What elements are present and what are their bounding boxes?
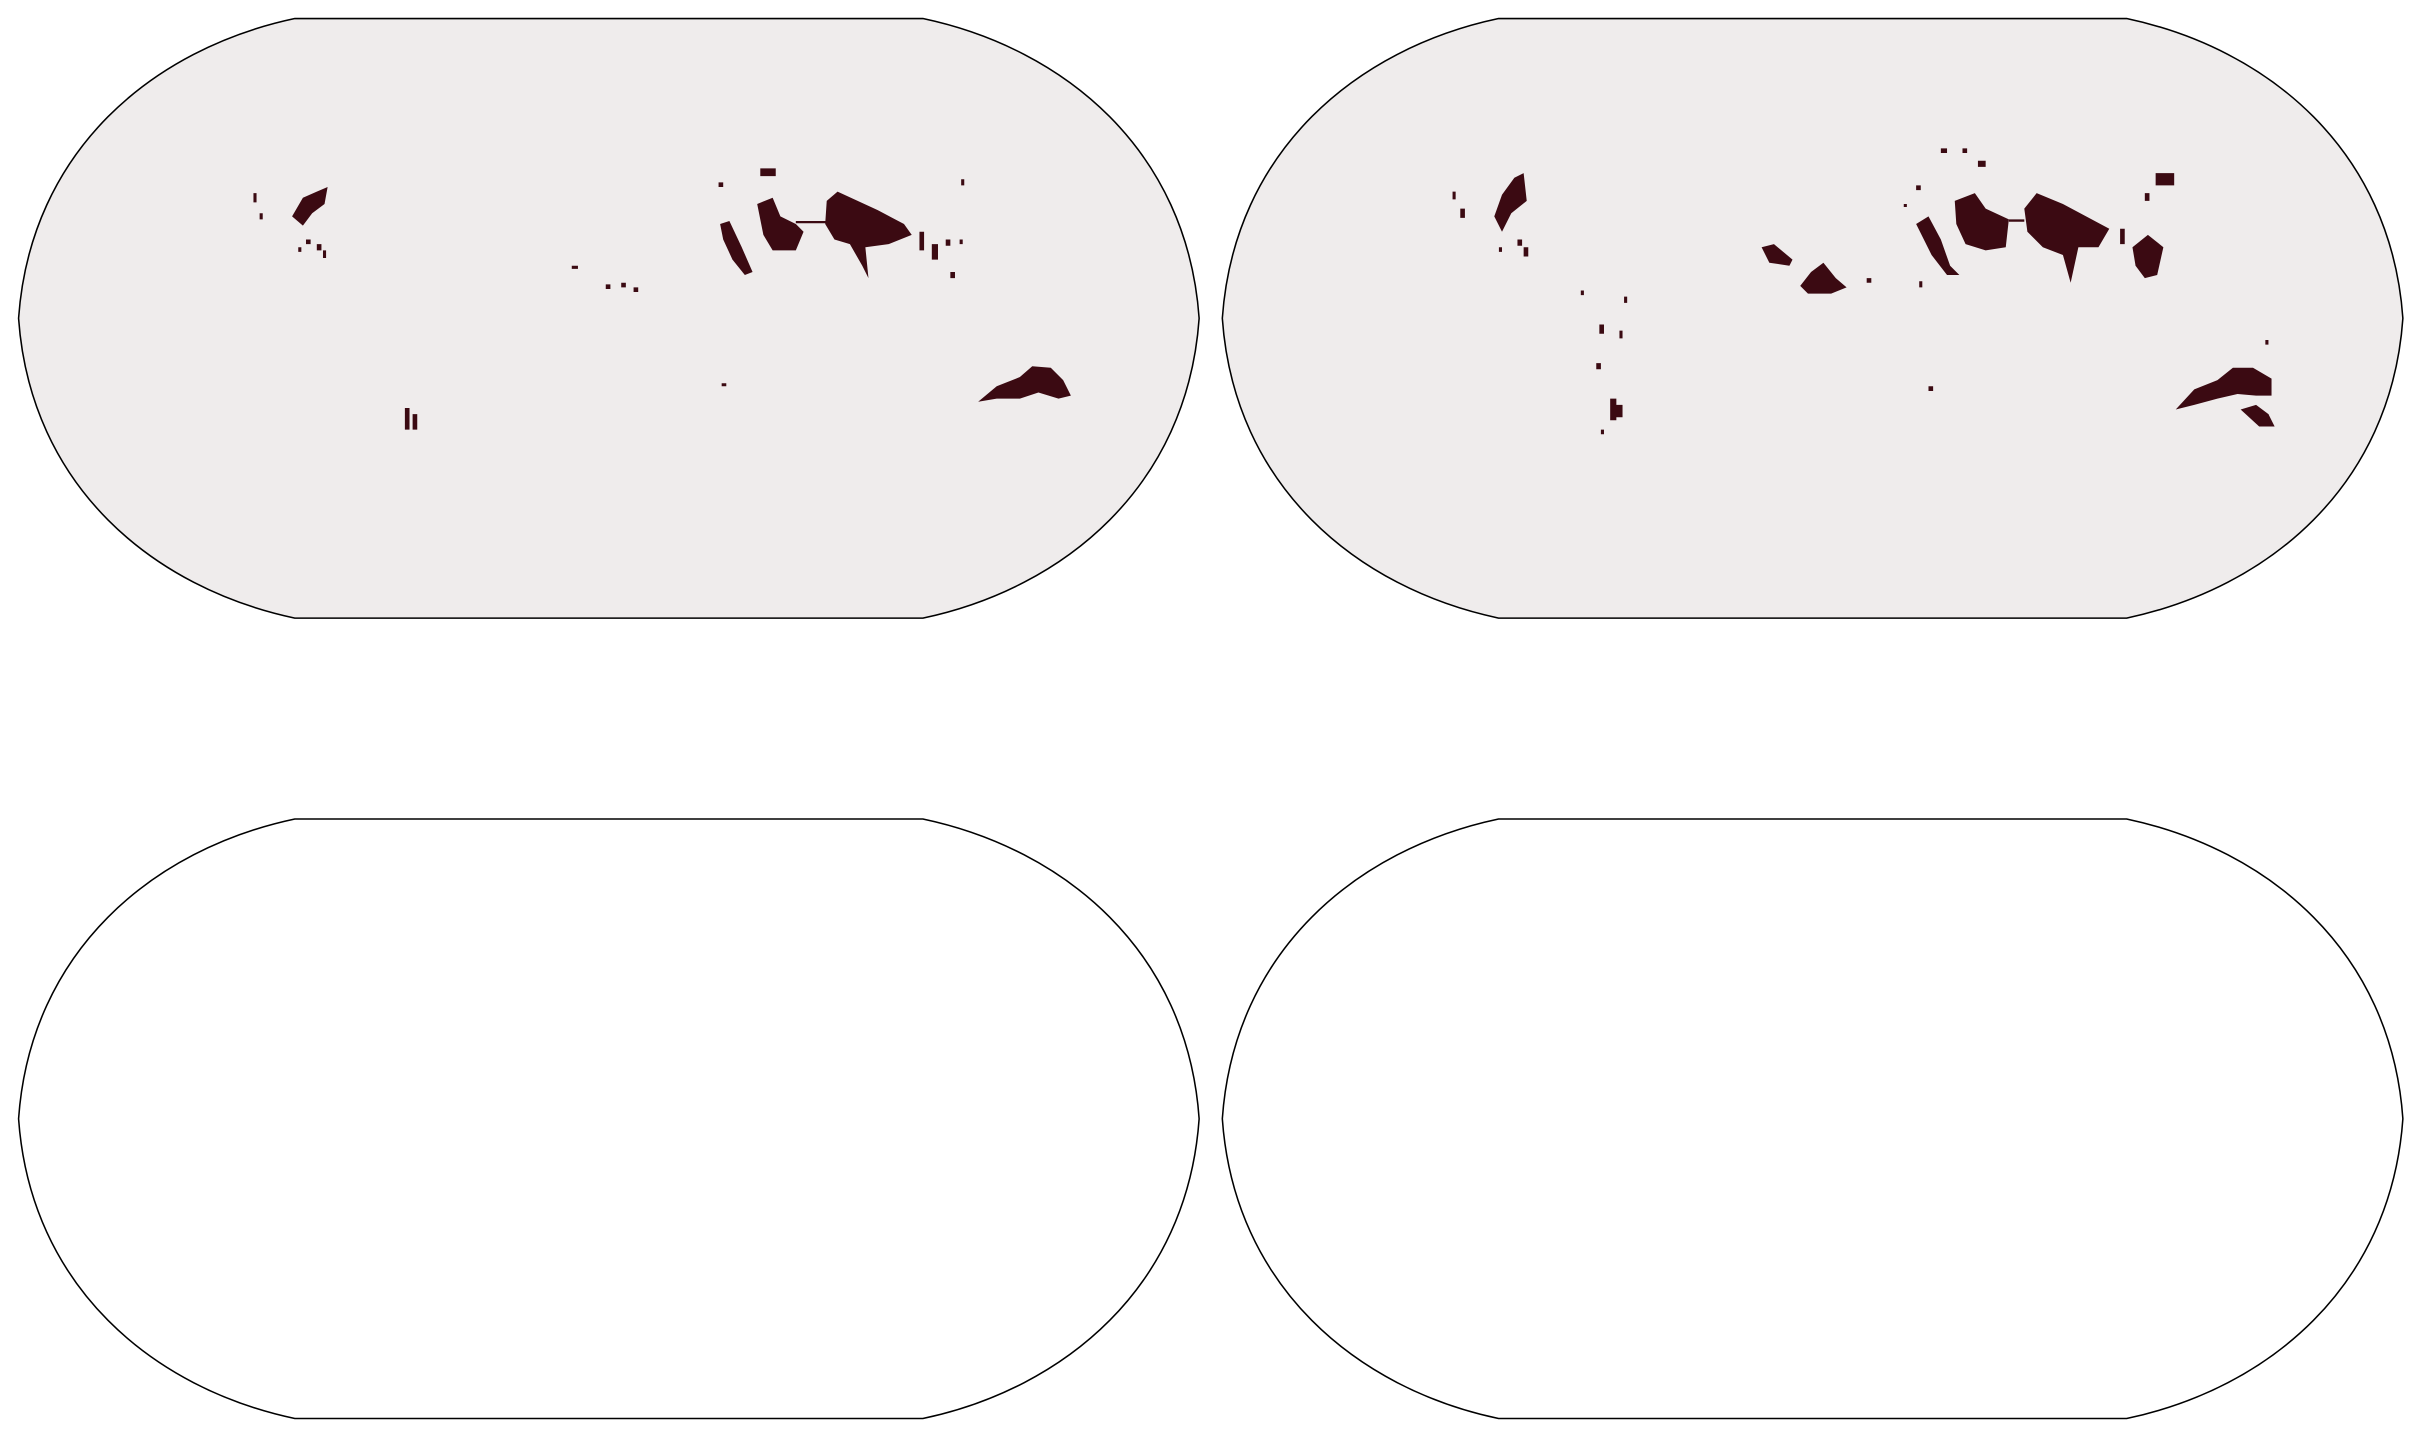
region [978, 366, 1071, 402]
map-outline [1221, 17, 2404, 619]
region [1954, 193, 2009, 251]
region [720, 220, 753, 276]
region [825, 191, 912, 279]
region [253, 193, 327, 259]
region [757, 197, 804, 251]
region [2175, 367, 2272, 410]
map-panel [17, 17, 1200, 619]
region [1800, 262, 1847, 294]
region [292, 186, 328, 226]
region [1494, 173, 1527, 232]
map-outline [17, 17, 1200, 619]
mask-regions [253, 168, 1071, 430]
map-panel [1221, 17, 2404, 619]
region [1916, 216, 1960, 276]
region [404, 407, 418, 430]
map-panel [17, 818, 1200, 1420]
map-outline [1221, 818, 2404, 1420]
map-panel [1221, 818, 2404, 1420]
region [2240, 404, 2275, 427]
mask-regions [1452, 148, 2275, 435]
map-outline [17, 818, 1200, 1420]
region [2132, 234, 2164, 279]
region [2024, 193, 2110, 283]
region [1761, 244, 1793, 266]
